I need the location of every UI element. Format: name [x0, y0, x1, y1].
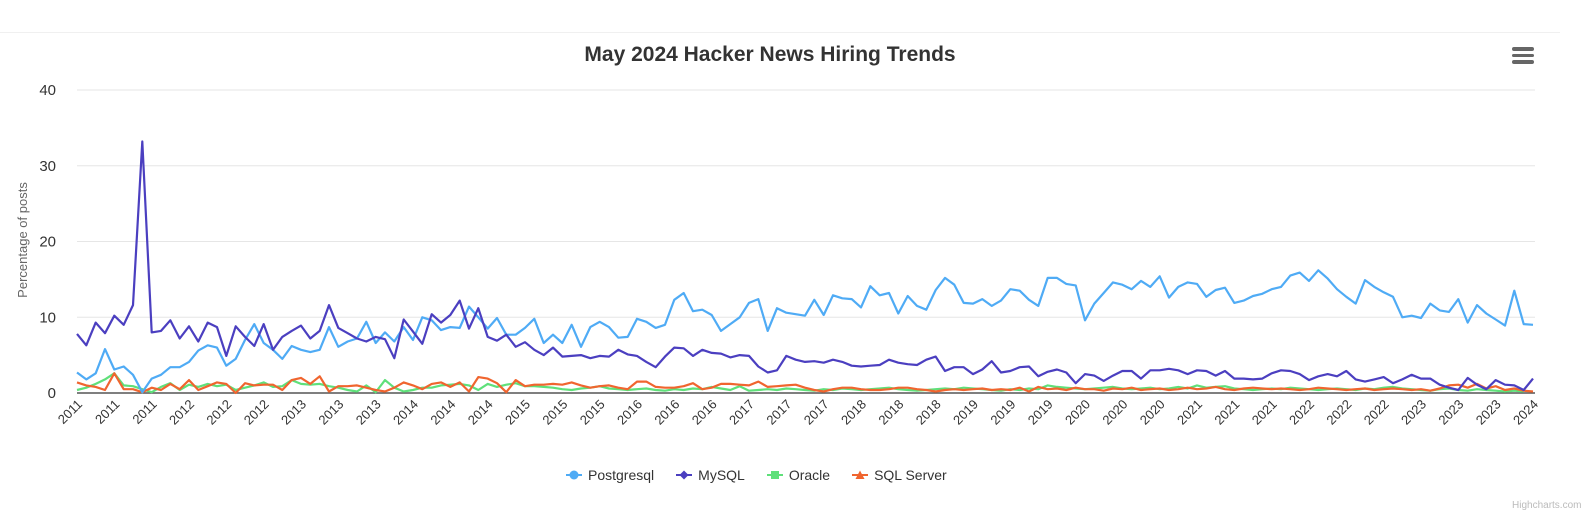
x-tick-label: 2022	[1323, 397, 1354, 428]
x-tick-label: 2012	[166, 397, 197, 428]
x-tick-label: 2018	[913, 397, 944, 428]
x-tick-label: 2024	[1510, 397, 1541, 428]
y-tick-label: 20	[39, 234, 56, 251]
x-tick-label: 2019	[987, 397, 1018, 428]
y-tick-label: 10	[39, 309, 56, 326]
top-divider	[0, 32, 1560, 33]
x-tick-label: 2016	[651, 397, 682, 428]
x-tick-label: 2013	[278, 397, 309, 428]
x-tick-label: 2017	[801, 397, 832, 428]
credits-link[interactable]: Highcharts.com	[1512, 500, 1582, 511]
x-tick-label: 2020	[1137, 397, 1168, 428]
x-tick-label: 2015	[502, 397, 533, 428]
x-tick-label: 2019	[950, 397, 981, 428]
x-tick-label: 2021	[1249, 397, 1280, 428]
x-tick-label: 2018	[875, 397, 906, 428]
x-tick-label: 2023	[1473, 397, 1504, 428]
circle-marker-icon	[566, 470, 582, 480]
x-tick-label: 2020	[1062, 397, 1093, 428]
x-tick-label: 2018	[838, 397, 869, 428]
square-marker-icon	[766, 471, 783, 479]
hamburger-menu-icon[interactable]	[1512, 47, 1534, 65]
x-tick-label: 2013	[315, 397, 346, 428]
x-tick-label: 2011	[55, 397, 85, 427]
x-tick-label: 2016	[614, 397, 645, 428]
x-tick-label: 2013	[353, 397, 384, 428]
chart-title: May 2024 Hacker News Hiring Trends	[584, 43, 956, 66]
triangle-marker-icon	[852, 470, 869, 479]
x-tick-label: 2012	[203, 397, 234, 428]
x-tick-label: 2015	[577, 397, 608, 428]
y-tick-label: 30	[39, 158, 56, 175]
x-tick-label: 2021	[1211, 397, 1242, 428]
x-tick-label: 2022	[1361, 397, 1392, 428]
x-tick-label: 2016	[689, 397, 720, 428]
series-line-mysql[interactable]	[76, 140, 1534, 392]
diamond-marker-icon	[676, 470, 693, 480]
x-tick-label: 2021	[1174, 397, 1205, 428]
x-tick-label: 2017	[726, 397, 757, 428]
x-tick-label: 2022	[1286, 397, 1317, 428]
x-tick-label: 2011	[129, 397, 159, 427]
legend-item-sql-server[interactable]: SQL Server	[852, 467, 947, 483]
legend: Postgresql MySQL Oracle SQL Server	[566, 467, 969, 483]
x-tick-label: 2019	[1025, 397, 1056, 428]
x-tick-label: 2014	[465, 397, 496, 428]
y-tick-label: 0	[48, 385, 56, 402]
x-tick-label: 2011	[92, 397, 122, 427]
y-axis-title: Percentage of posts	[15, 182, 30, 298]
legend-label: SQL Server	[874, 467, 947, 483]
x-tick-label: 2014	[427, 397, 458, 428]
legend-item-mysql[interactable]: MySQL	[676, 467, 745, 483]
legend-item-oracle[interactable]: Oracle	[766, 467, 831, 483]
series-line-sql-server[interactable]	[76, 372, 1534, 395]
x-tick-label: 2020	[1099, 397, 1130, 428]
x-tick-label: 2023	[1435, 397, 1466, 428]
x-tick-label: 2017	[763, 397, 794, 428]
x-tick-label: 2014	[390, 397, 421, 428]
legend-label: Postgresql	[588, 467, 655, 483]
x-tick-label: 2012	[241, 397, 272, 428]
legend-item-postgresql[interactable]: Postgresql	[566, 467, 654, 483]
x-tick-label: 2015	[539, 397, 570, 428]
legend-label: MySQL	[698, 467, 745, 483]
legend-label: Oracle	[788, 467, 831, 483]
x-tick-label: 2023	[1398, 397, 1429, 428]
series-line-postgresql[interactable]	[76, 269, 1534, 394]
y-tick-label: 40	[39, 82, 56, 99]
